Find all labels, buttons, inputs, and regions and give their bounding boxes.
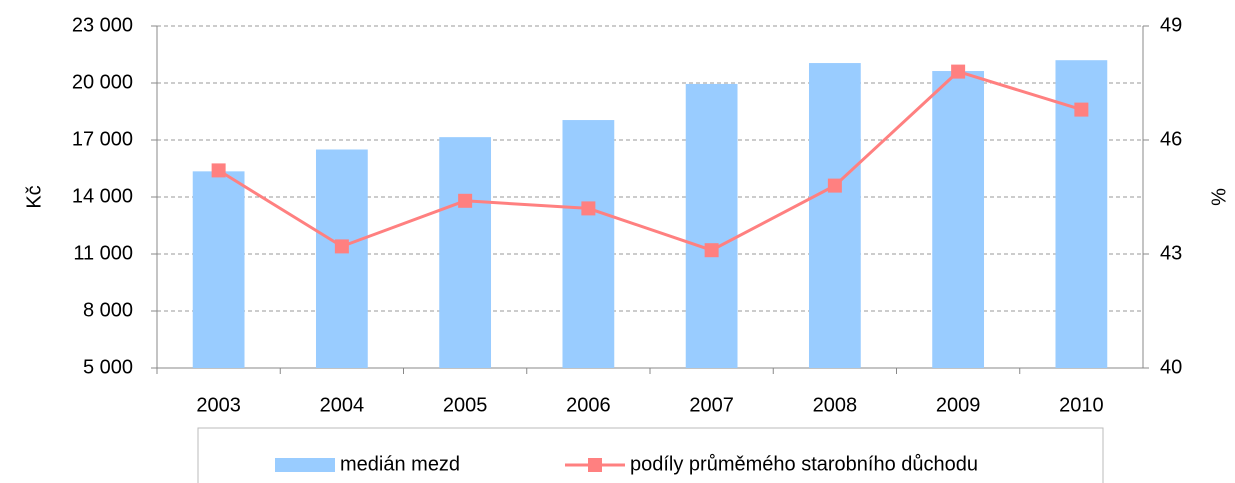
x-tick-label: 2006 [566,394,611,416]
bar [192,171,245,368]
x-tick-label: 2003 [196,394,241,416]
x-tick-label: 2010 [1059,394,1104,416]
y-tick-label: 20 000 [72,71,133,93]
line [217,69,1082,252]
x-tick-label: 2009 [936,394,981,416]
y-tick-label: 8 000 [83,299,133,321]
y-tick-label: 11 000 [73,242,133,264]
y-axis-title: Kč [23,185,45,208]
y2-tick-label: 43 [1160,242,1182,264]
line-marker [1074,102,1089,117]
line-marker [334,239,349,254]
bar [562,120,615,368]
line-marker [827,178,842,193]
y2-tick-label: 49 [1160,14,1182,36]
y2-tick-label: 40 [1160,356,1182,378]
line-marker [581,201,596,216]
x-tick-label: 2004 [320,394,365,416]
bar [315,149,368,368]
y-tick-label: 5 000 [83,356,133,378]
legend-box [197,427,1104,483]
y-tick-label: 23 000 [72,14,133,36]
legend-swatch [275,458,335,472]
line-marker [951,64,966,79]
y2-tick-label: 46 [1160,128,1182,150]
x-tick-label: 2007 [689,394,734,416]
bar [439,137,492,368]
line-marker [458,193,473,208]
x-tick-label: 2005 [443,394,488,416]
bar [932,71,985,368]
y2-axis-title: % [1208,188,1230,206]
legend-label: medián mezd [340,453,460,475]
x-tick-label: 2008 [813,394,858,416]
line-marker [704,243,719,258]
y-tick-label: 17 000 [72,128,133,150]
bar [808,63,861,369]
bar [685,83,738,368]
line-marker [211,163,226,178]
legend-swatch [588,458,602,472]
legend-label: podíly průměmého starobního důchodu [630,453,978,475]
y-tick-label: 14 000 [72,185,133,207]
